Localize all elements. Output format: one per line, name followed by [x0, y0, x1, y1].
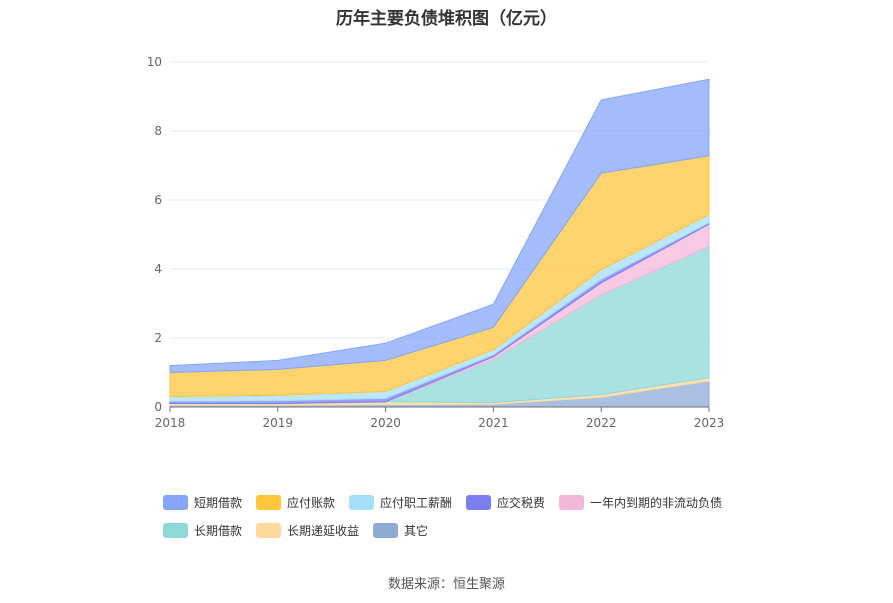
legend-label: 其它 — [404, 524, 429, 538]
legend-item-short-term-loans[interactable]: 短期借款 — [163, 494, 242, 511]
legend-label: 短期借款 — [194, 496, 243, 510]
y-tick-label: 2 — [154, 331, 162, 345]
legend-item-employee-payable[interactable]: 应付职工薪酬 — [349, 494, 452, 511]
legend-swatch — [373, 523, 398, 538]
y-tick-label: 6 — [154, 193, 162, 207]
x-tick-label: 2022 — [586, 416, 617, 430]
y-tick-label: 0 — [154, 400, 162, 414]
legend-label: 一年内到期的非流动负债 — [590, 496, 723, 510]
y-tick-label: 8 — [154, 124, 162, 138]
chart-title: 历年主要负债堆积图（亿元） — [336, 9, 557, 29]
legend-swatch — [163, 495, 188, 510]
x-tick-label: 2023 — [694, 416, 725, 430]
legend-item-other[interactable]: 其它 — [373, 522, 428, 539]
y-tick-label: 10 — [147, 55, 162, 69]
x-tick-label: 2018 — [155, 416, 186, 430]
legend-swatch — [559, 495, 584, 510]
legend-item-accounts-payable[interactable]: 应付账款 — [256, 494, 335, 511]
legend-item-taxes-payable[interactable]: 应交税费 — [466, 494, 545, 511]
legend-label: 应付职工薪酬 — [380, 496, 453, 510]
x-tick-label: 2020 — [370, 416, 401, 430]
x-tick-label: 2019 — [263, 416, 294, 430]
legend-item-current-portion-noncurrent[interactable]: 一年内到期的非流动负债 — [559, 494, 722, 511]
y-tick-label: 4 — [154, 262, 162, 276]
legend-swatch — [349, 495, 374, 510]
legend-swatch — [163, 523, 188, 538]
data-source-note: 数据来源：恒生聚源 — [387, 577, 505, 592]
legend-label: 应付账款 — [287, 496, 336, 510]
series-area[interactable] — [169, 78, 710, 374]
axis-layer: 0 2 4 6 8 10 2018 2019 2020 2021 2022 2023 — [147, 55, 725, 430]
legend-swatch — [256, 523, 281, 538]
area-layer — [169, 78, 710, 408]
legend-item-long-term-loans[interactable]: 长期借款 — [163, 522, 242, 539]
legend-label: 长期递延收益 — [287, 524, 360, 538]
legend-label: 长期借款 — [194, 524, 243, 538]
legend-label: 应交税费 — [497, 496, 546, 510]
legend-swatch — [466, 495, 491, 510]
x-tick-label: 2021 — [478, 416, 509, 430]
legend-swatch — [256, 495, 281, 510]
legend-item-deferred-income[interactable]: 长期递延收益 — [256, 522, 359, 539]
